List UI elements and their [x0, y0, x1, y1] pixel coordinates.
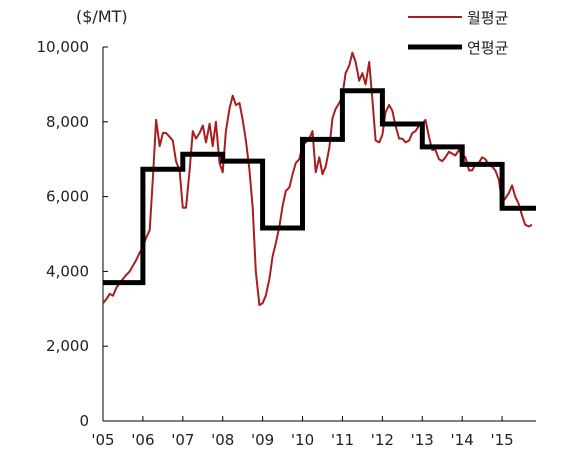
x-tick-label: '05	[91, 431, 114, 449]
annual-average-step-line	[103, 88, 536, 286]
x-tick-label: '15	[490, 431, 513, 449]
series-monthly	[102, 51, 533, 307]
x-tick-label: '14	[451, 431, 474, 449]
x-tick-label: '08	[211, 431, 234, 449]
legend-label-monthly: 월평균	[467, 9, 509, 27]
y-tick-label: 0	[79, 412, 89, 430]
x-tick-label: '11	[331, 431, 354, 449]
series-annual	[103, 88, 536, 286]
y-unit-label: ($/MT)	[76, 7, 128, 26]
legend-label-annual: 연평균	[467, 39, 509, 57]
y-tick-label: 10,000	[37, 38, 90, 56]
x-tick-label: '12	[371, 431, 394, 449]
monthly-average-line	[102, 51, 533, 307]
x-tick-label: '10	[291, 431, 314, 449]
x-tick-label: '09	[251, 431, 274, 449]
y-tick-label: 6,000	[46, 188, 89, 206]
axes: 0 2,000 4,000 6,000 8,000 10,000 '05 '06 '07 '08 '…	[37, 38, 536, 449]
y-tick-label: 4,000	[46, 262, 89, 280]
y-tick-label: 8,000	[46, 113, 89, 131]
x-tick-label: '13	[411, 431, 434, 449]
legend: 월평균 연평균	[408, 9, 509, 57]
y-tick-label: 2,000	[46, 337, 89, 355]
x-tick-label: '07	[171, 431, 194, 449]
x-tick-label: '06	[131, 431, 154, 449]
